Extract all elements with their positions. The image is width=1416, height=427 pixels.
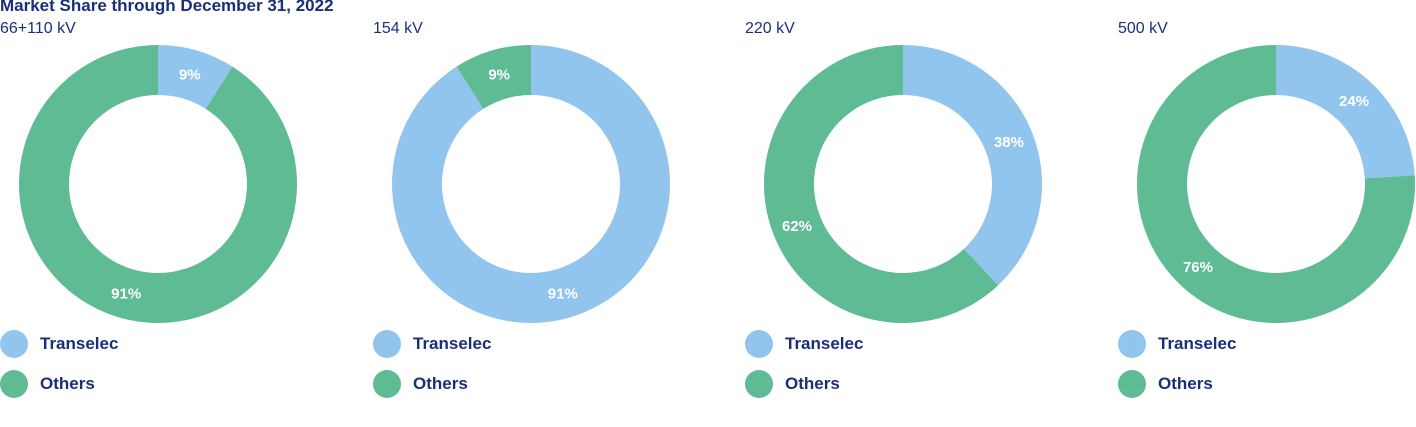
chart-subtitle: 154 kV [373,20,423,37]
legend-swatch-transelec [1118,330,1146,358]
slice-transelec [903,45,1042,286]
chart-subtitle: 220 kV [745,20,795,37]
chart-title: Market Share through December 31, 2022 [0,0,334,15]
legend-swatch-others [1118,370,1146,398]
legend-item-others: Others [1118,370,1213,398]
legend-swatch-transelec [745,330,773,358]
slice-transelec [158,45,233,109]
legend-item-transelec: Transelec [0,330,118,358]
legend-swatch-transelec [373,330,401,358]
legend-label: Others [413,374,468,393]
legend-label: Transelec [413,334,492,353]
legend-swatch-others [0,370,28,398]
chart-subtitle: 500 kV [1118,20,1168,37]
legend-item-others: Others [0,370,95,398]
chart-panel-154kv: 154 kV 91% 9% Transelec Others [373,18,673,427]
legend-swatch-transelec [0,330,28,358]
slice-transelec [392,45,670,323]
legend-item-transelec: Transelec [745,330,863,358]
donut-chart: 91% 9% [392,45,670,323]
legend-item-others: Others [373,370,468,398]
slice-others [764,45,999,323]
data-label-others: 9% [488,67,510,84]
slice-others [18,45,297,324]
legend-label: Others [785,374,840,393]
legend-item-others: Others [745,370,840,398]
slice-transelec [1276,45,1415,179]
legend-label: Others [1158,374,1213,393]
data-label-transelec: 9% [179,67,201,84]
data-label-others: 76% [1183,259,1213,276]
data-label-transelec: 91% [548,285,578,302]
slice-others [456,45,531,109]
donut-chart: 9% 91% [18,45,297,324]
data-label-others: 91% [111,285,141,302]
chart-panel-500kv: 500 kV 24% 76% Transelec Others [1118,18,1416,427]
chart-panel-66-110kv: 66+110 kV 9% 91% Transelec Others [0,18,300,427]
data-label-others: 62% [782,218,812,235]
data-label-transelec: 24% [1339,93,1369,110]
legend-item-transelec: Transelec [373,330,491,358]
data-label-transelec: 38% [994,134,1024,151]
legend-label: Transelec [40,334,119,353]
legend-swatch-others [745,370,773,398]
legend-label: Others [40,374,95,393]
chart-subtitle: 66+110 kV [0,20,76,37]
legend-label: Transelec [1158,334,1237,353]
legend-swatch-others [373,370,401,398]
slice-others [1137,45,1415,324]
donut-chart: 24% 76% [1137,45,1415,324]
legend-item-transelec: Transelec [1118,330,1236,358]
chart-panel-220kv: 220 kV 38% 62% Transelec Others [745,18,1045,427]
legend-label: Transelec [785,334,864,353]
donut-chart: 38% 62% [764,45,1042,323]
